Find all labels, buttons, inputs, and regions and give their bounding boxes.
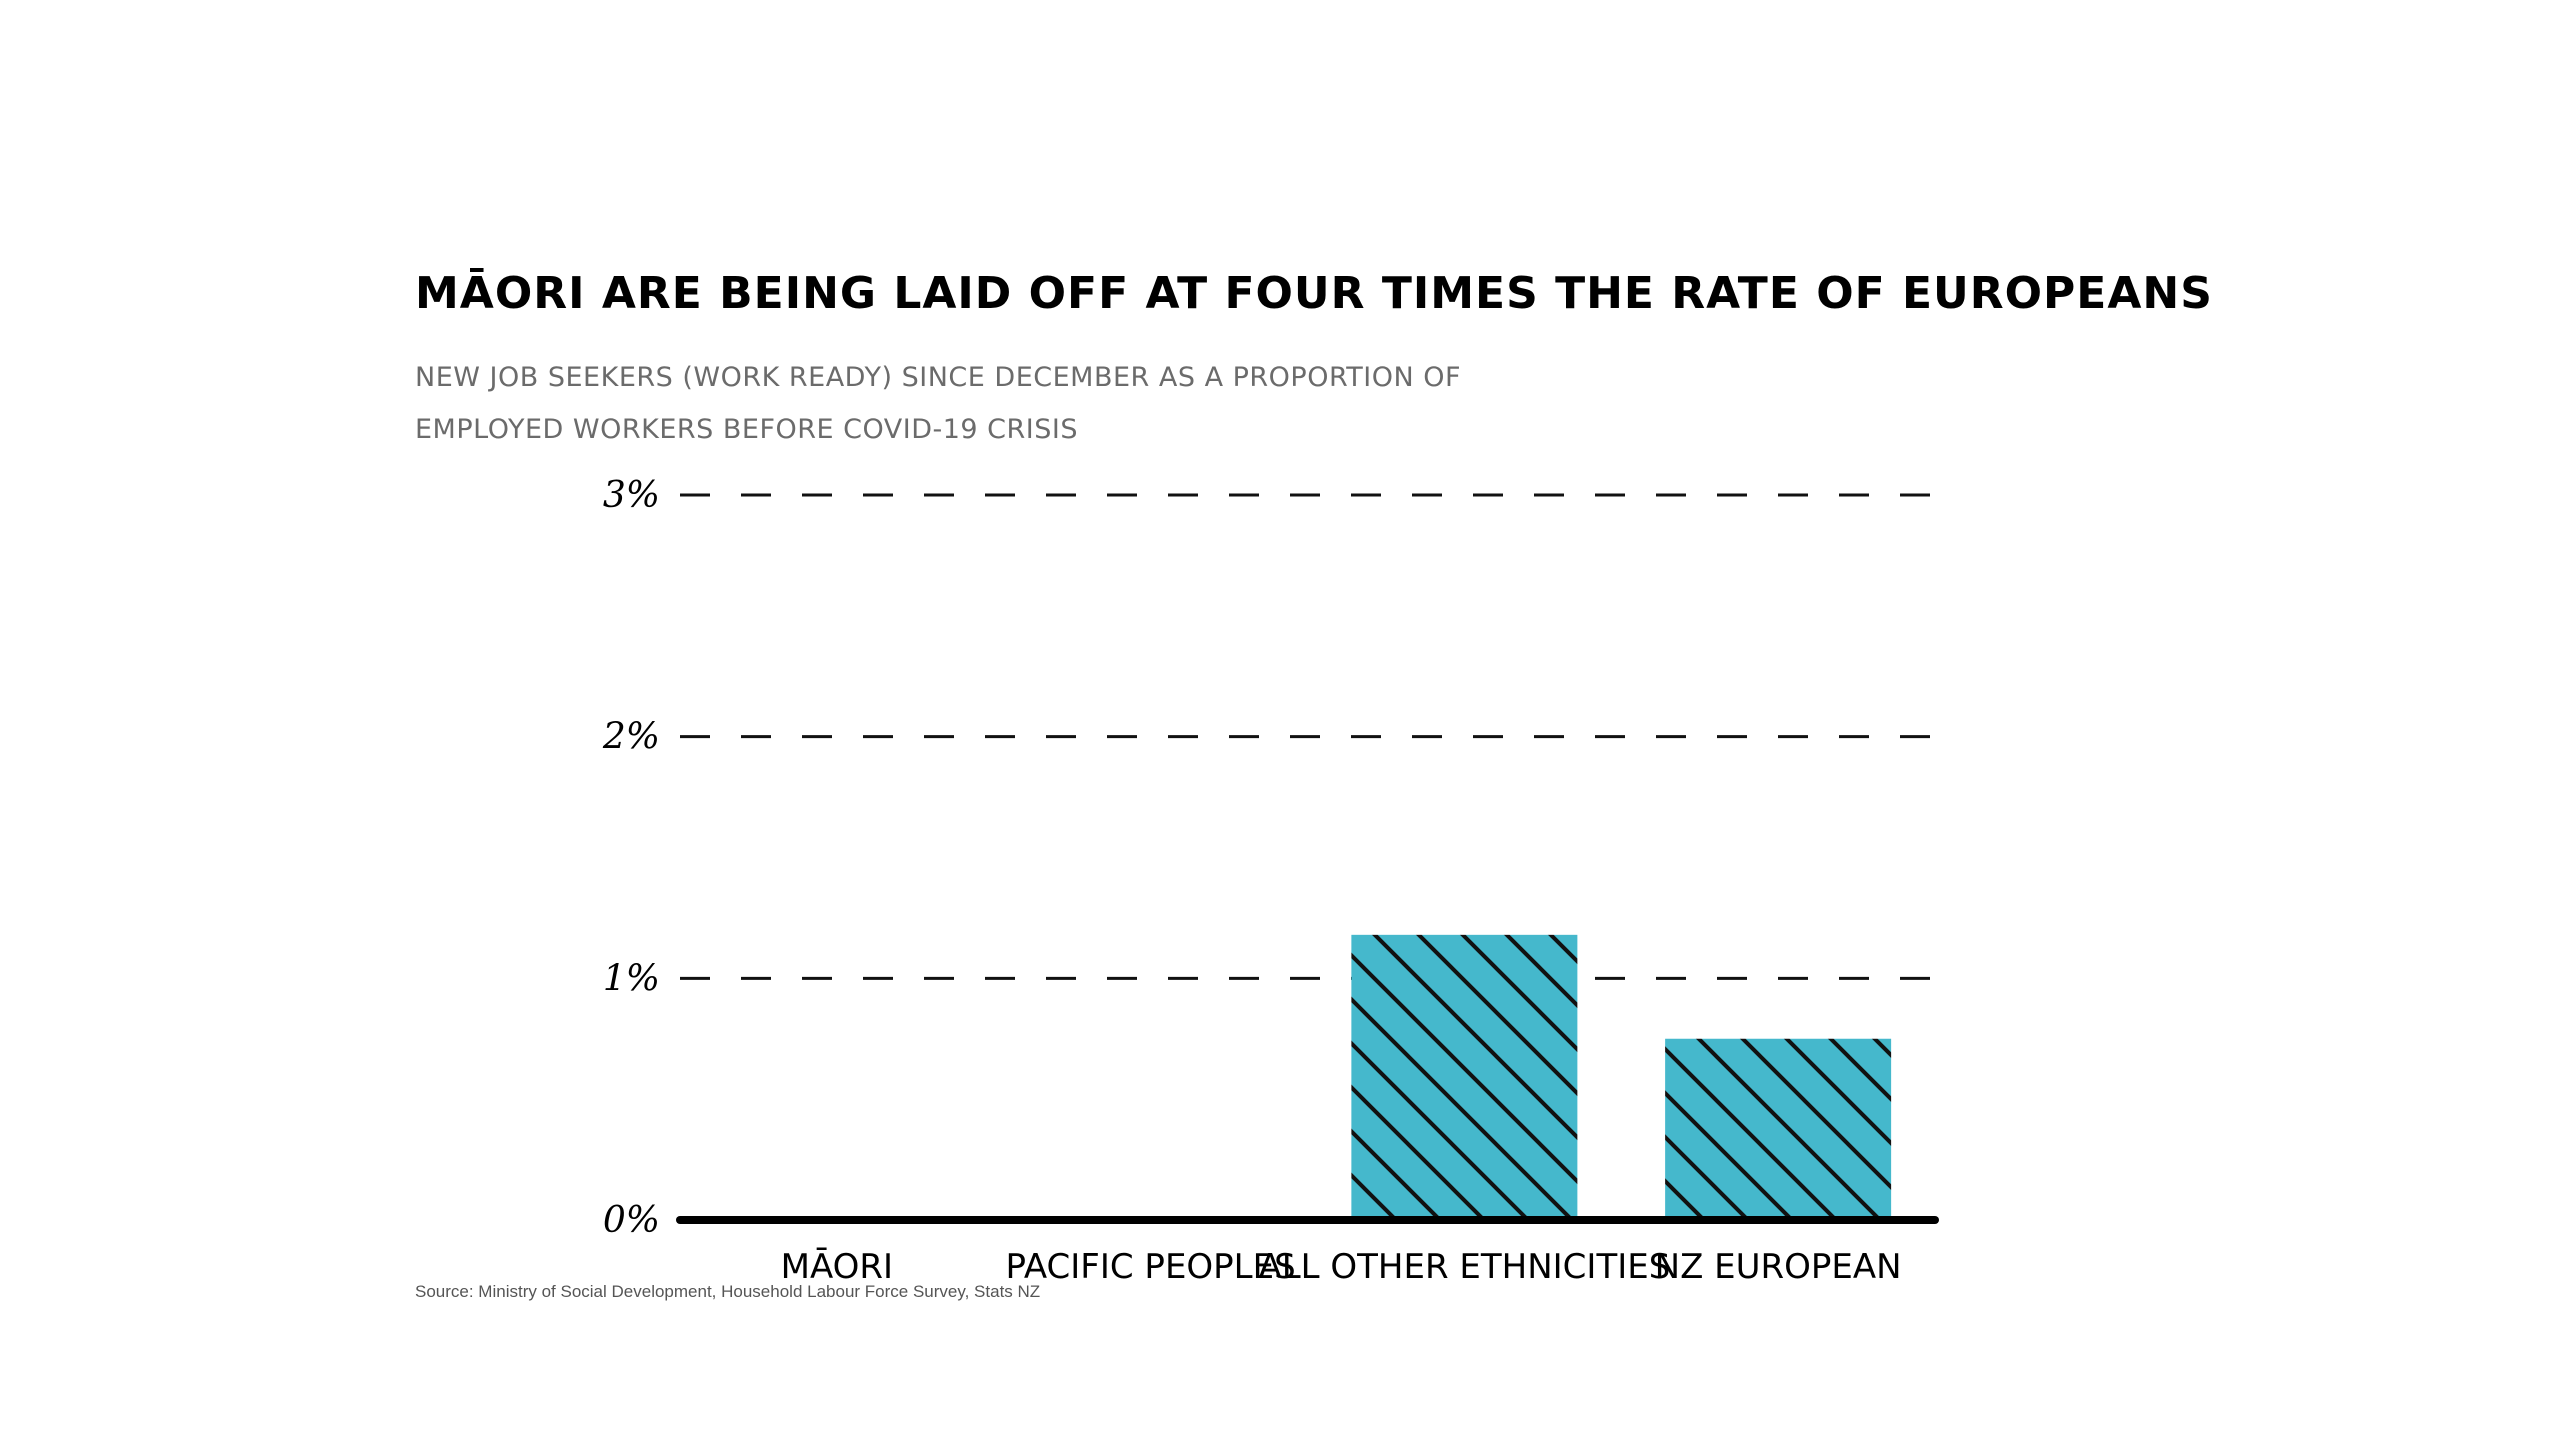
y-axis-ticks: 0% 1% 2% 3% [602, 475, 660, 1241]
chart-subtitle: New job seekers (work ready) since Decem… [415, 362, 1462, 445]
x-tick-label: All other ethnicities [1258, 1247, 1670, 1287]
bar [1665, 1038, 1892, 1220]
y-tick-label: 1% [603, 958, 660, 999]
y-tick-label: 2% [602, 717, 660, 758]
x-tick-label: Pacific peoples [1006, 1247, 1296, 1287]
y-tick-label: 0% [603, 1200, 660, 1241]
bar [1351, 934, 1578, 1220]
x-tick-label: Māori [781, 1247, 893, 1287]
chart-title: Māori are being laid off at four times t… [415, 268, 2213, 319]
x-axis-labels: Māori Pacific peoplesAll other ethnicitie… [781, 1247, 1902, 1287]
source-note: Source: Ministry of Social Development, … [415, 1282, 1041, 1301]
y-tick-label: 3% [603, 475, 660, 516]
bars [1351, 934, 1892, 1220]
gridlines [680, 493, 1935, 980]
x-tick-label: NZ European [1655, 1247, 1902, 1287]
